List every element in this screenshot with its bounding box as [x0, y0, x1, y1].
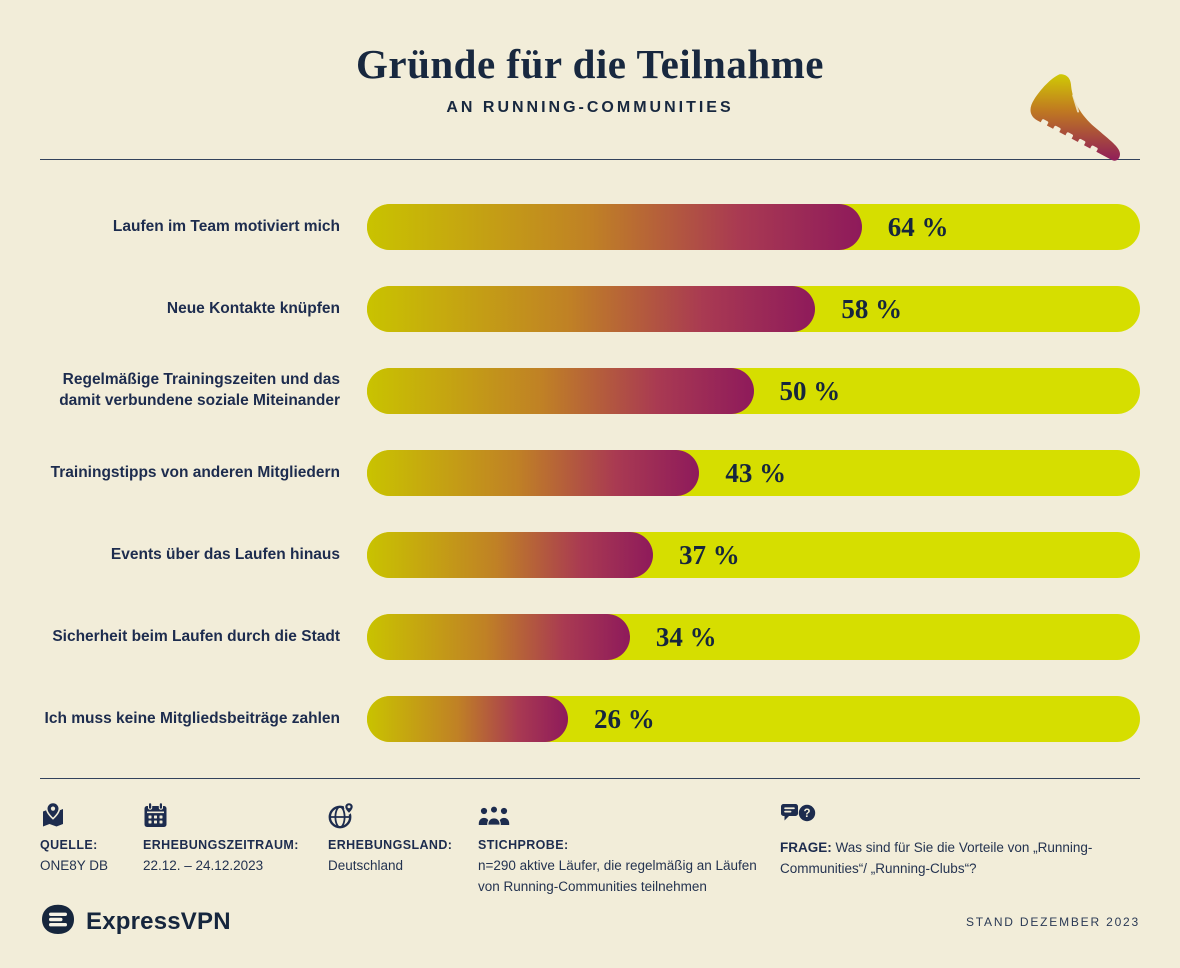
meta-value: ONE8Y DB: [40, 858, 109, 873]
bar-category-label: Trainingstipps von anderen Mitgliedern: [50, 463, 340, 481]
bar-row: Laufen im Team motiviert mich 64 %: [40, 204, 1140, 250]
meta-value: Deutschland: [328, 858, 404, 873]
meta-land: ERHEBUNGSLAND: Deutschland: [328, 801, 478, 898]
bottom-bar: ExpressVPN STAND DEZEMBER 2023: [40, 904, 1140, 940]
map-pin-icon: [40, 801, 123, 829]
bottom-divider: [40, 778, 1140, 779]
bar-value-label: 34 %: [655, 622, 717, 652]
bar-value-label: 43 %: [725, 458, 787, 488]
bar-fill: [367, 450, 700, 496]
expressvpn-wordmark: ExpressVPN: [86, 908, 231, 935]
bar-track: 37 %: [367, 532, 1140, 578]
running-shoe-icon: [1026, 70, 1138, 164]
meta-value: n=290 aktive Läufer, die regelmäßig an L…: [478, 858, 757, 894]
question-bubbles-icon: ?: [780, 801, 1140, 829]
bar-fill: [367, 286, 816, 332]
metadata-row: QUELLE: ONE8Y DB: [40, 801, 1140, 898]
meta-stichprobe: STICHPROBE: n=290 aktive Läufer, die reg…: [478, 801, 780, 898]
svg-text:?: ?: [803, 808, 810, 820]
bar-fill: [367, 368, 754, 414]
frage-text: FRAGE: Was sind für Sie die Vorteile von…: [780, 838, 1140, 880]
bar-track: 50 %: [367, 368, 1140, 414]
bar-category-label: Ich muss keine Mitgliedsbeiträge zahlen: [44, 709, 340, 727]
bar-chart: Laufen im Team motiviert mich 64 % Neue Ko…: [40, 204, 1140, 742]
meta-value: Was sind für Sie die Vorteile von „Runni…: [780, 840, 1093, 876]
meta-zeitraum: ERHEBUNGSZEITRAUM: 22.12. – 24.12.2023: [143, 801, 328, 898]
bar-category-label: Laufen im Team motiviert mich: [112, 217, 340, 235]
page-title: Gründe für die Teilnahme: [355, 41, 825, 87]
expressvpn-logomark-icon: [40, 904, 76, 940]
bar-value-label: 50 %: [779, 376, 841, 406]
people-group-icon: [478, 801, 760, 829]
meta-label: STICHPROBE:: [478, 838, 569, 852]
meta-value: 22.12. – 24.12.2023: [143, 858, 264, 873]
bar-row: Ich muss keine Mitgliedsbeiträge zahlen 2…: [40, 696, 1140, 742]
top-divider: [40, 159, 1140, 160]
bar-track: 43 %: [367, 450, 1140, 496]
bar-fill: [367, 204, 862, 250]
bar-value-label: 37 %: [679, 540, 740, 570]
bar-fill: [367, 532, 653, 578]
meta-label: ERHEBUNGSZEITRAUM:: [143, 838, 299, 852]
meta-label: FRAGE:: [780, 840, 832, 855]
expressvpn-logo: ExpressVPN: [40, 904, 231, 940]
bar-row: Regelmäßige Trainingszeiten und das dami…: [40, 368, 1140, 414]
bar-track: 64 %: [367, 204, 1140, 250]
meta-label: ERHEBUNGSLAND:: [328, 838, 453, 852]
bar-category-label: Neue Kontakte knüpfen: [166, 299, 340, 317]
header: Gründe für die Teilnahme AN RUNNING-COMM…: [40, 40, 1140, 161]
bar-row: Neue Kontakte knüpfen 58 %: [40, 286, 1140, 332]
calendar-icon: [143, 801, 308, 829]
meta-quelle: QUELLE: ONE8Y DB: [40, 801, 143, 898]
bar-fill: [367, 614, 630, 660]
bar-row: Events über das Laufen hinaus 37 %: [40, 532, 1140, 578]
bar-track: 58 %: [367, 286, 1140, 332]
bar-row: Trainingstipps von anderen Mitgliedern 43…: [40, 450, 1140, 496]
meta-label: QUELLE:: [40, 838, 98, 852]
bar-track: 26 %: [367, 696, 1140, 742]
bar-category-label: Sicherheit beim Laufen durch die Stadt: [52, 627, 340, 645]
bar-fill: [367, 696, 568, 742]
bar-category-label: Regelmäßige Trainingszeiten und das dami…: [59, 371, 340, 409]
bar-value-label: 64 %: [887, 212, 949, 242]
bar-value-label: 58 %: [841, 294, 903, 324]
meta-frage: ? FRAGE: Was sind für Sie die Vorteile v…: [780, 801, 1140, 898]
globe-pin-icon: [328, 801, 458, 829]
bar-track: 34 %: [367, 614, 1140, 660]
bar-category-label: Events über das Laufen hinaus: [110, 545, 340, 563]
bar-row: Sicherheit beim Laufen durch die Stadt 34…: [40, 614, 1140, 660]
bar-value-label: 26 %: [593, 704, 655, 734]
stand-date: STAND DEZEMBER 2023: [965, 915, 1140, 929]
page-subtitle: AN RUNNING-COMMUNITIES: [446, 99, 734, 116]
